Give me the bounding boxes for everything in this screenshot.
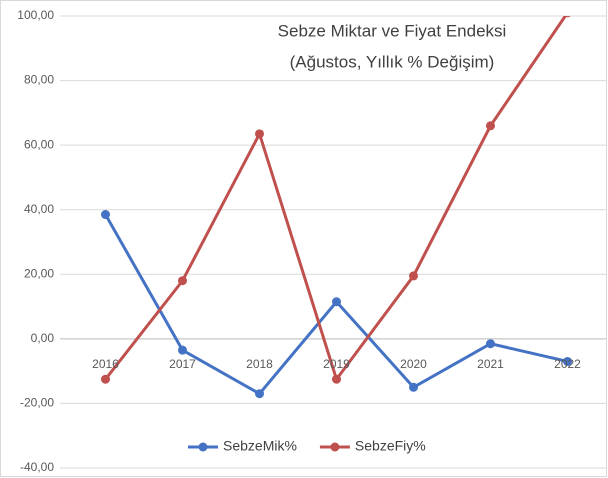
y-tick-label: 100,00: [17, 8, 54, 22]
series-marker: [101, 210, 110, 220]
y-tick-label: 60,00: [24, 137, 54, 151]
series-marker: [101, 374, 110, 384]
x-tick-label: 2020: [400, 357, 427, 371]
series-marker: [255, 389, 264, 399]
x-tick-label: 2018: [246, 357, 273, 371]
y-tick-label: 20,00: [24, 266, 54, 280]
x-tick-label: 2017: [169, 357, 196, 371]
y-tick-label: 0,00: [31, 331, 55, 345]
chart-subtitle: (Ağustos, Yıllık % Değişim): [290, 52, 495, 71]
y-tick-label: -40,00: [20, 460, 54, 474]
series-marker: [178, 345, 187, 355]
x-tick-label: 2021: [477, 357, 504, 371]
series-marker: [409, 382, 418, 392]
series-marker: [486, 121, 495, 131]
legend-label: SebzeFiy%: [355, 438, 426, 454]
x-tick-label: 2016: [92, 357, 119, 371]
x-tick-label: 2022: [554, 357, 581, 371]
plot-area: [101, 16, 572, 399]
legend-marker: [198, 442, 208, 452]
series-marker: [486, 339, 495, 349]
y-tick-label: 40,00: [24, 202, 54, 216]
legend-marker: [330, 442, 340, 452]
series-marker: [332, 374, 341, 384]
series-marker: [409, 271, 418, 281]
x-tick-label: 2019: [323, 357, 350, 371]
series-marker: [178, 276, 187, 286]
grid: [60, 15, 606, 469]
y-tick-label: -20,00: [20, 396, 54, 410]
y-tick-label: 80,00: [24, 73, 54, 87]
legend-label: SebzeMik%: [223, 438, 297, 454]
series-marker: [563, 356, 572, 366]
series-marker: [332, 297, 341, 307]
chart-title: Sebze Miktar ve Fiyat Endeksi: [278, 21, 507, 40]
series-marker: [255, 129, 264, 139]
series-marker: [564, 16, 571, 18]
